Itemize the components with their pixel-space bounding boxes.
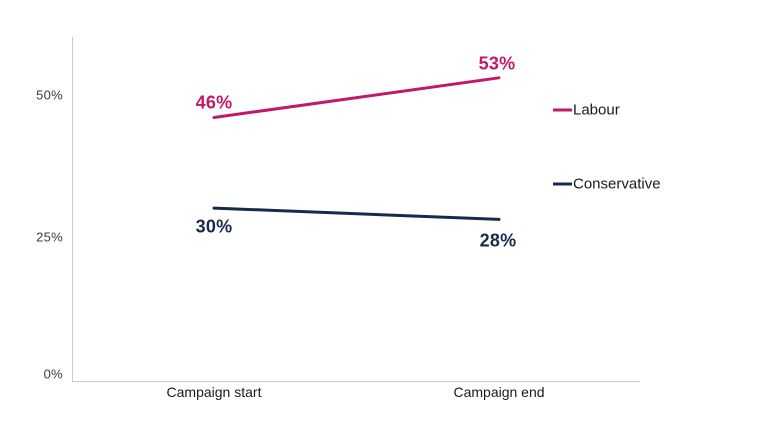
series-line-conservative	[212, 206, 501, 221]
series-lines-group	[212, 76, 501, 221]
labour-line-swatch-icon	[553, 108, 572, 112]
y-tick-label-25: 25%	[36, 229, 63, 245]
conservative-legend-label: Conservative	[573, 175, 661, 193]
conservative-end-value-label: 28%	[479, 230, 517, 251]
x-category-label-campaign-end: Campaign end	[453, 384, 545, 400]
labour-legend-label: Labour	[573, 101, 620, 119]
series-line-labour	[212, 76, 501, 119]
labour-end-value-label: 53%	[478, 53, 516, 74]
conservative-start-value-label: 30%	[195, 216, 233, 237]
conservative-line-swatch-icon	[553, 182, 572, 186]
legend-item-conservative: Conservative	[553, 176, 661, 193]
y-tick-label-0: 0%	[43, 366, 63, 382]
y-tick-label-50: 50%	[36, 87, 63, 103]
x-category-label-campaign-start: Campaign start	[166, 384, 262, 400]
labour-start-value-label: 46%	[195, 92, 233, 113]
legend-item-labour: Labour	[553, 102, 620, 119]
